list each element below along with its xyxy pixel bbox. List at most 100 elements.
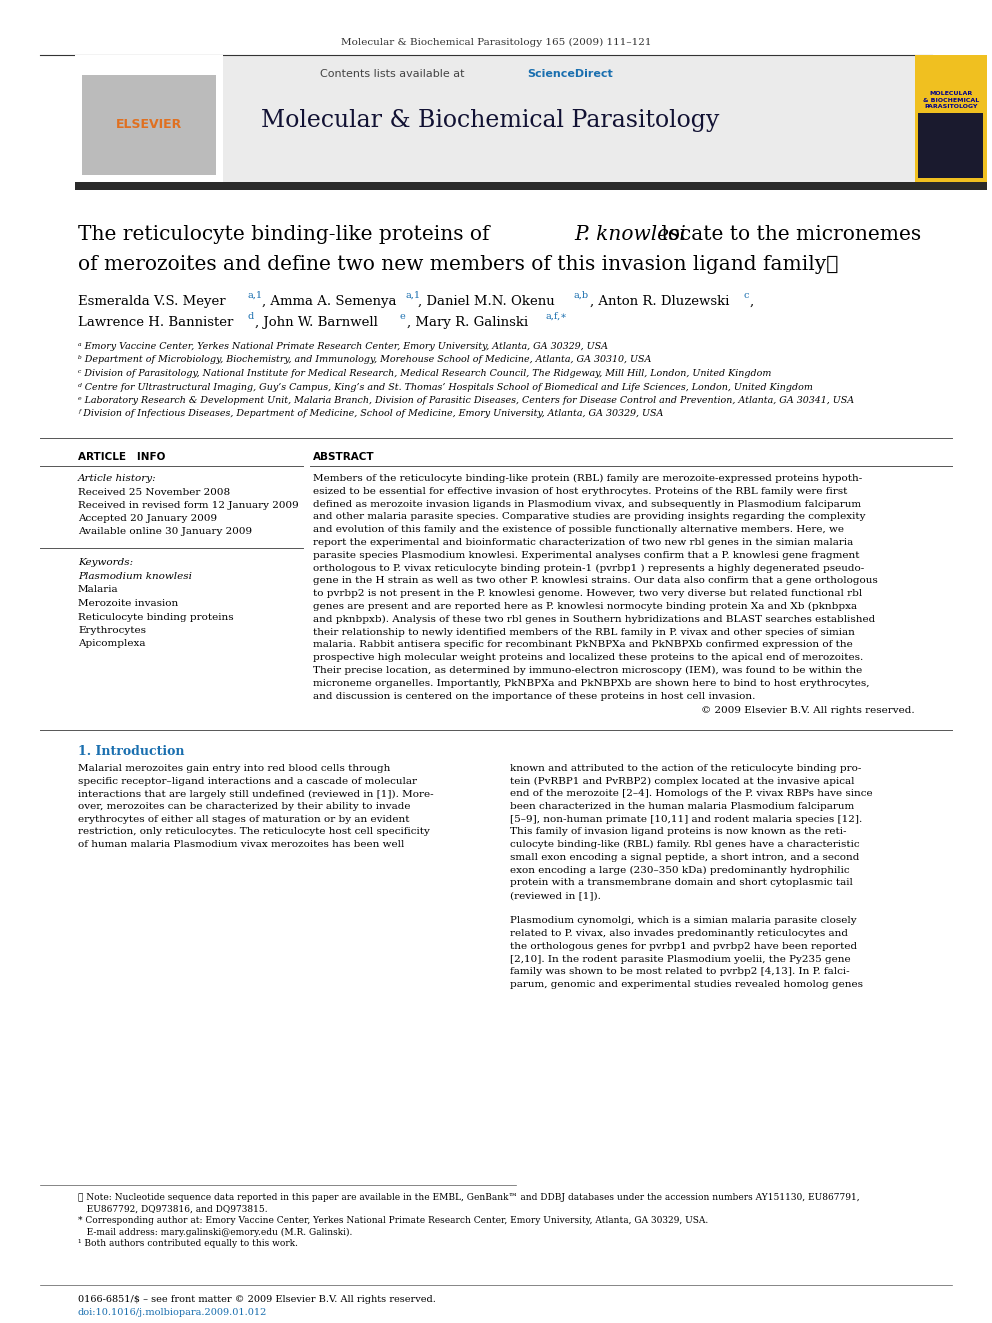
- Text: Apicomplexa: Apicomplexa: [78, 639, 146, 648]
- Bar: [82, 75, 216, 175]
- Text: restriction, only reticulocytes. The reticulocyte host cell specificity: restriction, only reticulocytes. The ret…: [78, 827, 430, 836]
- Text: Esmeralda V.S. Meyer: Esmeralda V.S. Meyer: [78, 295, 225, 308]
- Text: The reticulocyte binding-like proteins of: The reticulocyte binding-like proteins o…: [78, 225, 496, 243]
- Text: Plasmodium cynomolgi, which is a simian malaria parasite closely: Plasmodium cynomolgi, which is a simian …: [510, 917, 857, 925]
- Text: over, merozoites can be characterized by their ability to invade: over, merozoites can be characterized by…: [78, 802, 411, 811]
- Text: to pvrbp2 is not present in the P. knowlesi genome. However, two very diverse bu: to pvrbp2 is not present in the P. knowl…: [313, 589, 862, 598]
- Text: Keywords:: Keywords:: [78, 558, 133, 568]
- Text: parasite species Plasmodium knowlesi. Experimental analyses confirm that a P. kn: parasite species Plasmodium knowlesi. Ex…: [313, 550, 859, 560]
- Text: 0166-6851/$ – see front matter © 2009 Elsevier B.V. All rights reserved.: 0166-6851/$ – see front matter © 2009 El…: [78, 1295, 435, 1304]
- Text: ᶜ Division of Parasitology, National Institute for Medical Research, Medical Res: ᶜ Division of Parasitology, National Ins…: [78, 369, 772, 378]
- Text: Available online 30 January 2009: Available online 30 January 2009: [78, 527, 252, 536]
- Text: 1. Introduction: 1. Introduction: [78, 745, 185, 758]
- Text: related to P. vivax, also invades predominantly reticulocytes and: related to P. vivax, also invades predom…: [510, 929, 848, 938]
- Text: Merozoite invasion: Merozoite invasion: [78, 599, 179, 609]
- Text: malaria. Rabbit antisera specific for recombinant PkNBPXa and PkNBPXb confirmed : malaria. Rabbit antisera specific for re…: [313, 640, 853, 650]
- Text: ᵉ Laboratory Research & Development Unit, Malaria Branch, Division of Parasitic : ᵉ Laboratory Research & Development Unit…: [78, 396, 854, 405]
- Text: Accepted 20 January 2009: Accepted 20 January 2009: [78, 515, 217, 523]
- Text: , Amma A. Semenya: , Amma A. Semenya: [262, 295, 397, 308]
- Text: microneme organelles. Importantly, PkNBPXa and PkNBPXb are shown here to bind to: microneme organelles. Importantly, PkNBP…: [313, 679, 870, 688]
- Text: a,1: a,1: [405, 291, 421, 300]
- Text: family was shown to be most related to pvrbp2 [4,13]. In P. falci-: family was shown to be most related to p…: [510, 967, 849, 976]
- Text: ᵈ Centre for Ultrastructural Imaging, Guy’s Campus, King’s and St. Thomas’ Hospi: ᵈ Centre for Ultrastructural Imaging, Gu…: [78, 382, 812, 392]
- Text: orthologous to P. vivax reticulocyte binding protein-1 (pvrbp1 ) represents a hi: orthologous to P. vivax reticulocyte bin…: [313, 564, 864, 573]
- Text: ELSEVIER: ELSEVIER: [116, 119, 183, 131]
- Text: Received in revised form 12 January 2009: Received in revised form 12 January 2009: [78, 501, 299, 509]
- Text: d: d: [248, 312, 254, 321]
- Text: gene in the H strain as well as two other P. knowlesi strains. Our data also con: gene in the H strain as well as two othe…: [313, 577, 878, 585]
- Text: Plasmodium knowlesi: Plasmodium knowlesi: [78, 572, 192, 581]
- Text: and pknbpxb). Analysis of these two rbl genes in Southern hybridizations and BLA: and pknbpxb). Analysis of these two rbl …: [313, 615, 875, 624]
- Text: interactions that are largely still undefined (reviewed in [1]). More-: interactions that are largely still unde…: [78, 790, 434, 799]
- Text: ᵇ Department of Microbiology, Biochemistry, and Immunology, Morehouse School of : ᵇ Department of Microbiology, Biochemist…: [78, 356, 652, 365]
- Text: tein (PvRBP1 and PvRBP2) complex located at the invasive apical: tein (PvRBP1 and PvRBP2) complex located…: [510, 777, 854, 786]
- Text: This family of invasion ligand proteins is now known as the reti-: This family of invasion ligand proteins …: [510, 827, 846, 836]
- Text: E-mail address: mary.galinski@emory.edu (M.R. Galinski).: E-mail address: mary.galinski@emory.edu …: [78, 1228, 352, 1237]
- Bar: [915, 56, 987, 185]
- Text: of human malaria Plasmodium vivax merozoites has been well: of human malaria Plasmodium vivax merozo…: [78, 840, 405, 849]
- Text: esized to be essential for effective invasion of host erythrocytes. Proteins of : esized to be essential for effective inv…: [313, 487, 847, 496]
- Text: Their precise location, as determined by immuno-electron microscopy (IEM), was f: Their precise location, as determined by…: [313, 665, 862, 675]
- Text: EU867792, DQ973816, and DQ973815.: EU867792, DQ973816, and DQ973815.: [78, 1204, 268, 1213]
- Text: ᶠ Division of Infectious Diseases, Department of Medicine, School of Medicine, E: ᶠ Division of Infectious Diseases, Depar…: [78, 410, 664, 418]
- Text: P. knowlesi: P. knowlesi: [574, 225, 685, 243]
- Text: ¹ Both authors contributed equally to this work.: ¹ Both authors contributed equally to th…: [78, 1240, 298, 1248]
- Text: c: c: [744, 291, 750, 300]
- Text: report the experimental and bioinformatic characterization of two new rbl genes : report the experimental and bioinformati…: [313, 538, 853, 546]
- Text: parum, genomic and experimental studies revealed homolog genes: parum, genomic and experimental studies …: [510, 980, 863, 988]
- Text: of merozoites and define two new members of this invasion ligand family⋆: of merozoites and define two new members…: [78, 255, 838, 274]
- Text: [2,10]. In the rodent parasite Plasmodium yoelii, the Py235 gene: [2,10]. In the rodent parasite Plasmodiu…: [510, 954, 850, 963]
- Text: locate to the micronemes: locate to the micronemes: [655, 225, 922, 243]
- Text: , Anton R. Dluzewski: , Anton R. Dluzewski: [590, 295, 729, 308]
- Text: been characterized in the human malaria Plasmodium falciparum: been characterized in the human malaria …: [510, 802, 854, 811]
- Text: Molecular & Biochemical Parasitology 165 (2009) 111–121: Molecular & Biochemical Parasitology 165…: [340, 37, 652, 46]
- Text: Molecular & Biochemical Parasitology: Molecular & Biochemical Parasitology: [261, 108, 719, 131]
- Text: ,: ,: [750, 295, 754, 308]
- Text: ARTICLE   INFO: ARTICLE INFO: [78, 452, 166, 462]
- Text: prospective high molecular weight proteins and localized these proteins to the a: prospective high molecular weight protei…: [313, 654, 863, 663]
- Text: Article history:: Article history:: [78, 474, 157, 483]
- Text: (reviewed in [1]).: (reviewed in [1]).: [510, 890, 601, 900]
- Text: ⋆ Note: Nucleotide sequence data reported in this paper are available in the EMB: ⋆ Note: Nucleotide sequence data reporte…: [78, 1193, 860, 1203]
- Bar: [75, 56, 223, 185]
- Text: , John W. Barnwell: , John W. Barnwell: [255, 316, 378, 329]
- Text: and other malaria parasite species. Comparative studies are providing insights r: and other malaria parasite species. Comp…: [313, 512, 865, 521]
- Text: MOLECULAR
& BIOCHEMICAL
PARASITOLOGY: MOLECULAR & BIOCHEMICAL PARASITOLOGY: [923, 91, 979, 108]
- Text: exon encoding a large (230–350 kDa) predominantly hydrophilic: exon encoding a large (230–350 kDa) pred…: [510, 865, 849, 875]
- Text: Malarial merozoites gain entry into red blood cells through: Malarial merozoites gain entry into red …: [78, 763, 391, 773]
- Text: genes are present and are reported here as P. knowlesi normocyte binding protein: genes are present and are reported here …: [313, 602, 857, 611]
- Text: a,1: a,1: [248, 291, 263, 300]
- Bar: [75, 183, 987, 191]
- Bar: [75, 56, 915, 185]
- Text: small exon encoding a signal peptide, a short intron, and a second: small exon encoding a signal peptide, a …: [510, 853, 859, 861]
- Text: ScienceDirect: ScienceDirect: [527, 69, 613, 79]
- Text: defined as merozoite invasion ligands in Plasmodium vivax, and subsequently in P: defined as merozoite invasion ligands in…: [313, 500, 861, 508]
- Text: * Corresponding author at: Emory Vaccine Center, Yerkes National Primate Researc: * Corresponding author at: Emory Vaccine…: [78, 1216, 708, 1225]
- Bar: [918, 112, 983, 179]
- Text: specific receptor–ligand interactions and a cascade of molecular: specific receptor–ligand interactions an…: [78, 777, 417, 786]
- Text: Erythrocytes: Erythrocytes: [78, 626, 146, 635]
- Text: culocyte binding-like (RBL) family. Rbl genes have a characteristic: culocyte binding-like (RBL) family. Rbl …: [510, 840, 860, 849]
- Text: Received 25 November 2008: Received 25 November 2008: [78, 488, 230, 497]
- Text: protein with a transmembrane domain and short cytoplasmic tail: protein with a transmembrane domain and …: [510, 878, 853, 888]
- Text: a,b: a,b: [573, 291, 588, 300]
- Text: doi:10.1016/j.molbiopara.2009.01.012: doi:10.1016/j.molbiopara.2009.01.012: [78, 1308, 268, 1316]
- Text: ᵃ Emory Vaccine Center, Yerkes National Primate Research Center, Emory Universit: ᵃ Emory Vaccine Center, Yerkes National …: [78, 343, 608, 351]
- Text: a,f,∗: a,f,∗: [546, 312, 567, 321]
- Text: ABSTRACT: ABSTRACT: [313, 452, 375, 462]
- Text: and discussion is centered on the importance of these proteins in host cell inva: and discussion is centered on the import…: [313, 692, 755, 701]
- Text: Lawrence H. Bannister: Lawrence H. Bannister: [78, 316, 233, 329]
- Text: Malaria: Malaria: [78, 586, 119, 594]
- Text: © 2009 Elsevier B.V. All rights reserved.: © 2009 Elsevier B.V. All rights reserved…: [701, 706, 915, 716]
- Text: Reticulocyte binding proteins: Reticulocyte binding proteins: [78, 613, 234, 622]
- Text: and evolution of this family and the existence of possible functionally alternat: and evolution of this family and the exi…: [313, 525, 844, 534]
- Text: end of the merozoite [2–4]. Homologs of the P. vivax RBPs have since: end of the merozoite [2–4]. Homologs of …: [510, 790, 873, 798]
- Text: [5–9], non-human primate [10,11] and rodent malaria species [12].: [5–9], non-human primate [10,11] and rod…: [510, 815, 862, 824]
- Text: erythrocytes of either all stages of maturation or by an evident: erythrocytes of either all stages of mat…: [78, 815, 410, 824]
- Text: Contents lists available at: Contents lists available at: [320, 69, 468, 79]
- Text: their relationship to newly identified members of the RBL family in P. vivax and: their relationship to newly identified m…: [313, 627, 855, 636]
- Text: , Daniel M.N. Okenu: , Daniel M.N. Okenu: [418, 295, 555, 308]
- Text: Members of the reticulocyte binding-like protein (RBL) family are merozoite-expr: Members of the reticulocyte binding-like…: [313, 474, 862, 483]
- Text: the orthologous genes for pvrbp1 and pvrbp2 have been reported: the orthologous genes for pvrbp1 and pvr…: [510, 942, 857, 951]
- Text: , Mary R. Galinski: , Mary R. Galinski: [407, 316, 528, 329]
